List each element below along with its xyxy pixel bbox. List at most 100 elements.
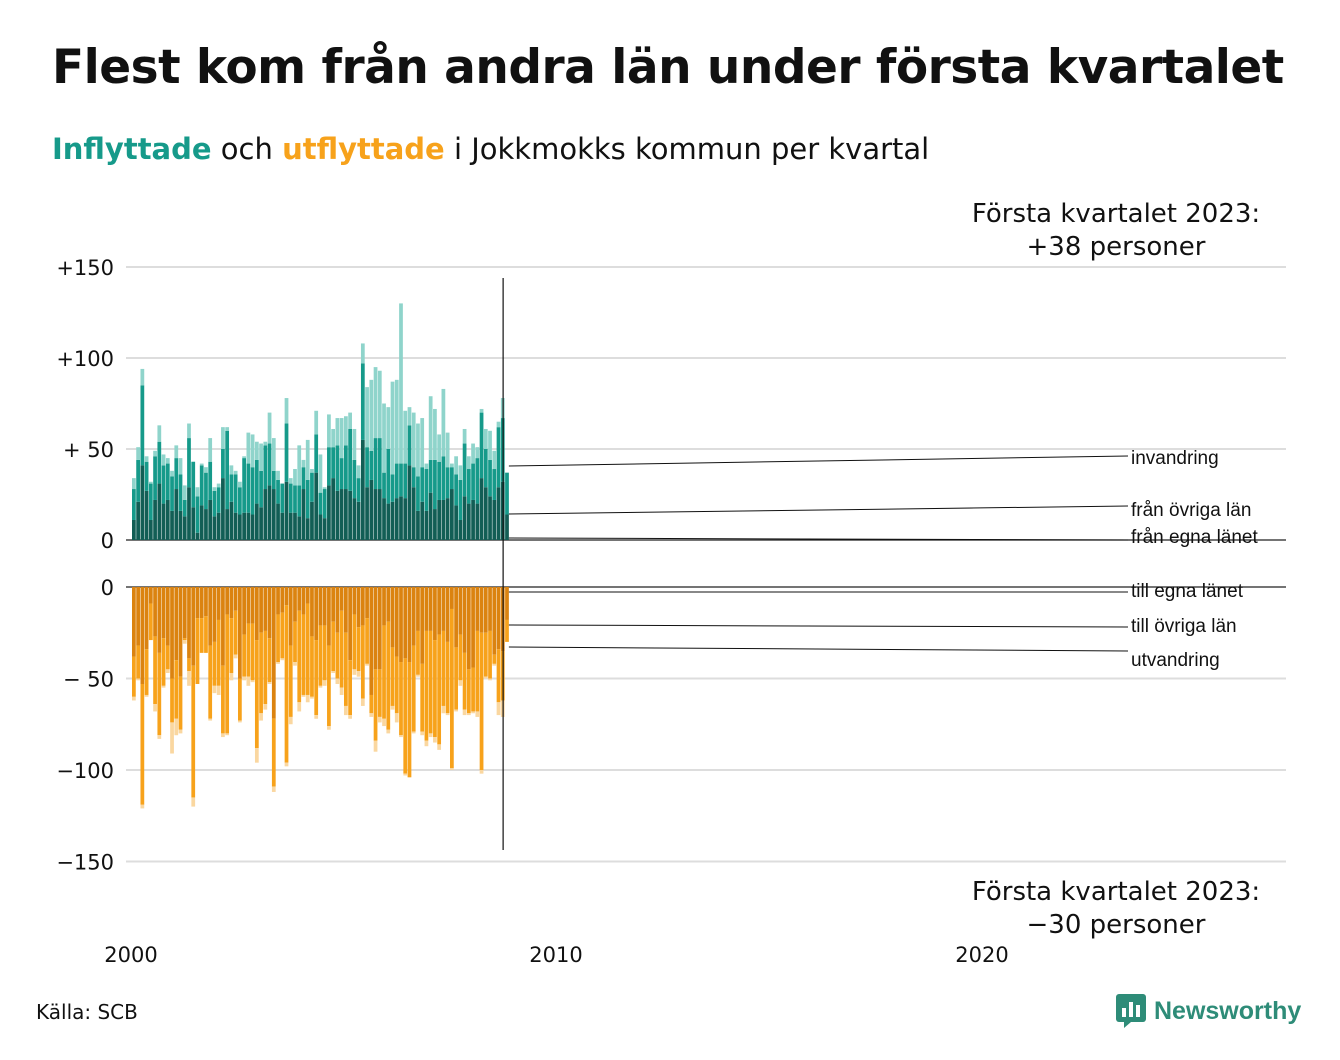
bar-in-ovriga-23	[229, 474, 234, 502]
bar-out-ovriga-45	[322, 625, 327, 681]
bar-in-invandring-81	[475, 447, 480, 459]
bar-in-egna-71	[433, 509, 437, 540]
bar-out-egna-32	[267, 587, 272, 639]
bar-out-egna-81	[475, 587, 480, 631]
bar-in-egna-55	[365, 487, 369, 540]
bar-in-ovriga-7	[161, 465, 166, 504]
bar-in-egna-12	[182, 516, 187, 540]
bar-in-ovriga-39	[297, 485, 302, 517]
bar-in-ovriga-80	[471, 463, 475, 500]
bar-in-invandring-15	[195, 487, 200, 497]
bar-out-ovriga-32	[267, 638, 272, 683]
bar-out-utvandring-51	[348, 715, 352, 719]
bar-out-utvandring-33	[271, 786, 276, 792]
bar-out-egna-23	[229, 587, 234, 619]
bar-in-ovriga-77	[458, 479, 463, 520]
bar-out-egna-64	[403, 587, 408, 659]
bar-out-utvandring-68	[420, 731, 425, 736]
bar-out-utvandring-0	[132, 696, 136, 701]
bar-out-ovriga-70	[428, 630, 433, 734]
bar-out-ovriga-46	[327, 645, 331, 727]
bar-out-egna-45	[322, 587, 327, 626]
legend-in-leader-1	[508, 505, 1129, 515]
bar-out-egna-75	[450, 587, 454, 609]
legend-out-0: till egna länet	[1131, 581, 1244, 602]
bar-in-ovriga-79	[466, 469, 471, 504]
bar-out-egna-3	[144, 587, 149, 650]
bar-out-ovriga-44	[318, 625, 323, 686]
bar-in-egna-21	[221, 478, 225, 540]
bar-in-ovriga-63	[399, 463, 403, 497]
bar-out-ovriga-35	[280, 612, 285, 659]
bar-in-invandring-53	[356, 465, 361, 479]
bar-out-egna-58	[377, 587, 382, 670]
bar-out-egna-85	[492, 587, 497, 655]
bar-in-ovriga-19	[212, 490, 217, 517]
bar-in-ovriga-78	[462, 443, 467, 497]
bar-in-egna-51	[348, 490, 352, 540]
bar-in-invandring-73	[441, 388, 446, 457]
bar-in-egna-14	[191, 507, 196, 540]
bar-in-ovriga-70	[428, 459, 433, 493]
bar-out-egna-30	[259, 587, 263, 633]
bar-out-ovriga-79	[466, 669, 471, 714]
bar-in-invandring-40	[301, 459, 306, 468]
bar-in-invandring-23	[229, 465, 234, 475]
bar-in-egna-69	[424, 510, 429, 540]
bar-out-utvandring-10	[174, 718, 179, 736]
bar-in-invandring-82	[479, 408, 484, 413]
bar-out-utvandring-41	[305, 694, 310, 703]
bar-in-ovriga-53	[356, 478, 361, 502]
bar-out-ovriga-71	[433, 640, 437, 738]
bar-out-egna-6	[157, 587, 162, 653]
bar-out-ovriga-40	[301, 614, 306, 695]
bar-out-ovriga-20	[216, 619, 221, 686]
bar-out-utvandring-57	[373, 740, 378, 752]
bar-in-invandring-0	[132, 478, 136, 490]
bar-in-ovriga-56	[369, 450, 374, 480]
bar-out-utvandring-40	[301, 694, 306, 697]
bar-in-ovriga-14	[191, 461, 196, 508]
bar-out-ovriga-31	[263, 630, 268, 705]
bar-out-ovriga-7	[161, 638, 166, 686]
bar-out-utvandring-6	[157, 735, 162, 739]
bar-in-invandring-62	[394, 379, 399, 464]
bar-in-invandring-39	[297, 445, 302, 486]
bar-in-egna-44	[318, 514, 323, 540]
bar-in-egna-7	[161, 503, 166, 540]
bar-out-utvandring-60	[386, 729, 391, 734]
bar-out-egna-37	[288, 587, 293, 646]
bar-in-egna-10	[174, 489, 179, 540]
bar-in-egna-85	[492, 499, 497, 540]
bar-out-ovriga-74	[445, 641, 450, 714]
bar-in-egna-60	[386, 503, 391, 540]
bar-out-egna-8	[165, 587, 170, 646]
bar-out-egna-41	[305, 587, 310, 604]
bar-in-egna-54	[360, 439, 365, 540]
bar-out-egna-34	[276, 587, 280, 615]
legend-in-1: från övriga län	[1131, 500, 1251, 521]
bar-out-utvandring-28	[250, 680, 255, 683]
bar-in-ovriga-35	[280, 483, 285, 513]
bar-out-utvandring-44	[318, 685, 323, 688]
bar-out-ovriga-29	[254, 640, 259, 749]
bar-out-utvandring-23	[229, 673, 234, 681]
bar-out-egna-35	[280, 587, 285, 613]
bar-out-egna-51	[348, 587, 352, 661]
bar-in-invandring-19	[212, 487, 217, 491]
bar-in-egna-65	[407, 465, 412, 540]
bar-out-utvandring-30	[259, 713, 263, 721]
subtitle: Inflyttade och utflyttade i Jokkmokks ko…	[52, 132, 929, 166]
bar-in-invandring-2	[140, 368, 145, 386]
bar-in-egna-56	[369, 479, 374, 540]
bar-out-ovriga-26	[242, 634, 246, 677]
bar-in-egna-79	[466, 503, 471, 540]
bar-in-egna-6	[157, 483, 162, 540]
bar-out-utvandring-79	[466, 713, 471, 716]
bar-in-invandring-42	[310, 469, 314, 473]
bar-out-egna-69	[424, 587, 429, 631]
bar-in-ovriga-8	[165, 463, 170, 500]
bar-out-egna-5	[153, 587, 157, 637]
bar-in-egna-35	[280, 512, 285, 540]
bar-out-utvandring-9	[170, 722, 174, 754]
